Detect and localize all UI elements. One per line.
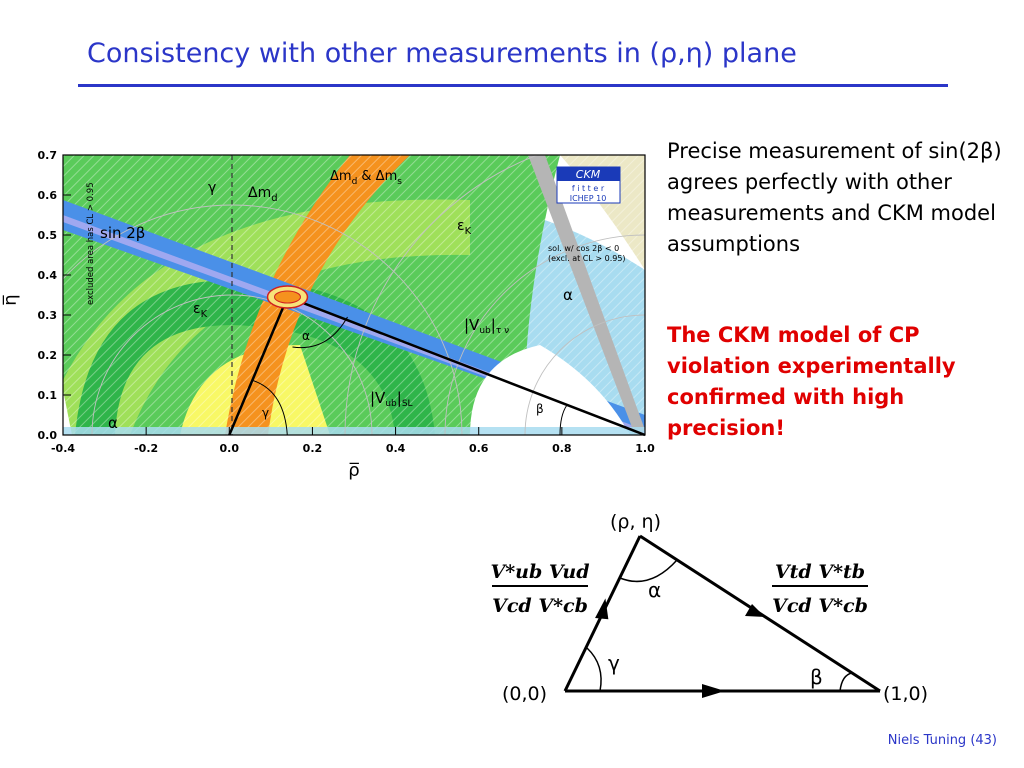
x-axis: -0.4 -0.2 0.0 0.2 0.4 0.6 0.8 1.0 xyxy=(51,427,655,455)
x-tick-label: 0.4 xyxy=(386,442,406,455)
gamma-label: γ xyxy=(608,651,620,675)
vub-sl-label: |Vub|SL xyxy=(370,389,413,409)
apex-label: (ρ, η) xyxy=(610,511,661,533)
y-tick-label: 0.1 xyxy=(38,389,58,402)
cos2b-solution xyxy=(528,155,645,435)
svg-text:Vtd V*tb: Vtd V*tb xyxy=(775,561,865,583)
alpha-tri-label: α xyxy=(302,329,310,343)
dmd-dms-label: Δmd & Δms xyxy=(330,169,402,187)
footer-credit: Niels Tuning (43) xyxy=(887,733,997,748)
ckm-fit-plot: -0.4 -0.2 0.0 0.2 0.4 0.6 0.8 1.0 0.0 0.1 0.2 0.3 0… xyxy=(0,130,664,486)
alpha-label-left: α xyxy=(108,414,118,432)
alpha-label: α xyxy=(648,578,661,602)
beta-arc xyxy=(839,672,853,692)
y-tick-label: 0.3 xyxy=(38,309,58,322)
x-axis-label: ρ̅ xyxy=(348,460,359,481)
x-tick-label: -0.2 xyxy=(134,442,158,455)
y-tick-label: 0.0 xyxy=(38,429,58,442)
origin-label: (0,0) xyxy=(502,683,547,705)
y-tick-label: 0.4 xyxy=(38,269,58,282)
dmd-label: Δmd xyxy=(248,185,278,204)
beta-label: β xyxy=(810,665,823,689)
unitarity-triangle-diagram: (ρ, η) (0,0) (1,0) α γ β V*ub Vud Vcd V*… xyxy=(480,500,950,715)
svg-text:Vcd V*cb: Vcd V*cb xyxy=(772,595,868,617)
epsK-label-left: εK xyxy=(193,301,208,320)
side-arrows xyxy=(595,598,765,698)
left-fraction: V*ub Vud Vcd V*cb xyxy=(490,561,589,617)
x-tick-label: 0.8 xyxy=(552,442,572,455)
constraint-bands xyxy=(63,155,645,435)
excluded-area-note: excluded area has CL > 0.95 xyxy=(86,182,96,305)
x-tick-label: 1.0 xyxy=(635,442,655,455)
gamma-label-top: γ xyxy=(208,180,216,196)
y-tick-label: 0.5 xyxy=(38,229,58,242)
svg-text:CKM: CKM xyxy=(576,168,601,181)
beta-tri-label: β xyxy=(536,402,544,416)
alpha-label-right: α xyxy=(563,286,573,304)
right-fraction: Vtd V*tb Vcd V*cb xyxy=(772,561,868,617)
y-axis: 0.0 0.1 0.2 0.3 0.4 0.5 0.6 0.7 xyxy=(38,149,71,442)
y-axis-label: η̅ xyxy=(0,294,21,305)
conclusion-text: The CKM model of CP violation experiment… xyxy=(667,323,956,440)
cos2b-note-2: (excl. at CL > 0.95) xyxy=(548,254,626,263)
fit-triangle xyxy=(228,285,646,437)
svg-text:f i t t e r: f i t t e r xyxy=(572,184,605,193)
plot-frame xyxy=(62,154,646,436)
one-label: (1,0) xyxy=(883,683,928,705)
alpha-arc xyxy=(619,559,678,583)
title-underline xyxy=(78,84,948,87)
y-tick-label: 0.6 xyxy=(38,189,58,202)
svg-text:ICHEP 10: ICHEP 10 xyxy=(570,194,607,203)
epsK-label-right: εK xyxy=(457,218,472,237)
ckmfitter-logo: CKM f i t t e r ICHEP 10 xyxy=(556,166,621,204)
svg-text:V*ub Vud: V*ub Vud xyxy=(490,561,589,583)
gamma-arc xyxy=(586,647,602,692)
y-tick-label: 0.2 xyxy=(38,349,58,362)
slide-title: Consistency with other measurements in (… xyxy=(87,38,797,69)
x-tick-label: 0.6 xyxy=(469,442,489,455)
svg-text:Vcd V*cb: Vcd V*cb xyxy=(492,595,588,617)
x-tick-label: -0.4 xyxy=(51,442,75,455)
x-tick-label: 0.2 xyxy=(303,442,323,455)
y-tick-label: 0.7 xyxy=(38,149,58,162)
cos2b-note-1: sol. w/ cos 2β < 0 xyxy=(548,244,619,253)
sin2b-label: sin 2β xyxy=(100,224,145,242)
gamma-tri-label: γ xyxy=(262,406,269,420)
summary-text: Precise measurement of sin(2β) agrees pe… xyxy=(667,139,1002,256)
vub-taunu-label: |Vub|τ ν xyxy=(464,316,509,336)
x-tick-label: 0.0 xyxy=(220,442,240,455)
